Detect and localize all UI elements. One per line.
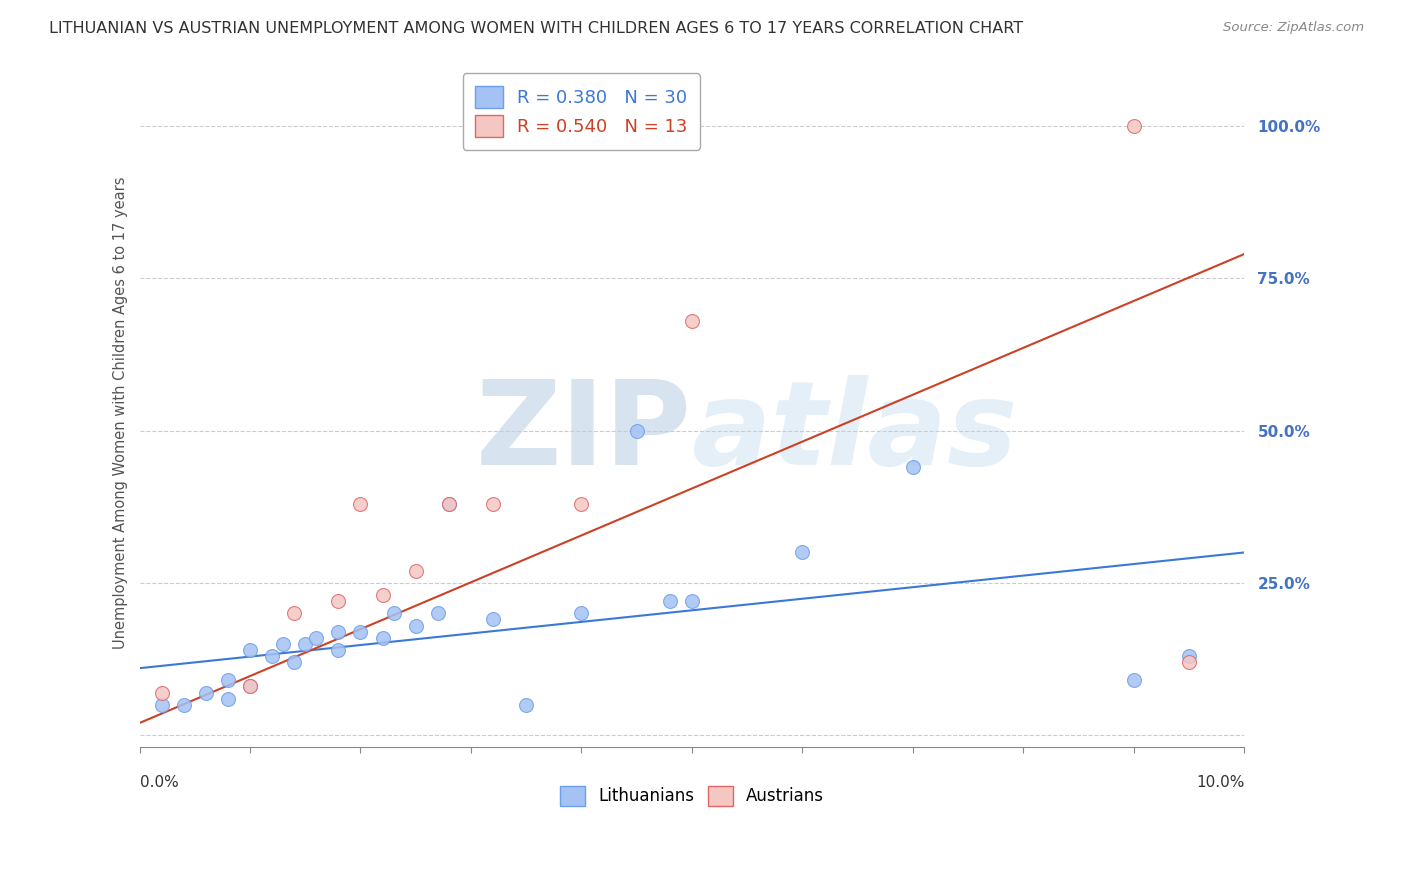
Point — [150, 685, 173, 699]
Point — [194, 685, 217, 699]
Point — [1122, 673, 1144, 688]
Point — [262, 648, 284, 663]
Point — [658, 594, 681, 608]
Point — [328, 594, 350, 608]
Point — [482, 497, 505, 511]
Point — [426, 607, 449, 621]
Point — [482, 612, 505, 626]
Point — [681, 314, 703, 328]
Y-axis label: Unemployment Among Women with Children Ages 6 to 17 years: Unemployment Among Women with Children A… — [114, 176, 128, 648]
Legend: Lithuanians, Austrians: Lithuanians, Austrians — [553, 779, 831, 813]
Point — [1178, 648, 1201, 663]
Point — [217, 691, 239, 706]
Point — [173, 698, 195, 712]
Point — [371, 588, 394, 602]
Point — [1122, 119, 1144, 133]
Point — [271, 637, 294, 651]
Point — [328, 624, 350, 639]
Text: ZIP: ZIP — [475, 375, 692, 490]
Point — [405, 618, 427, 632]
Text: 0.0%: 0.0% — [139, 775, 179, 789]
Point — [349, 497, 371, 511]
Point — [437, 497, 460, 511]
Point — [283, 655, 305, 669]
Point — [283, 607, 305, 621]
Point — [405, 564, 427, 578]
Point — [571, 607, 593, 621]
Point — [681, 594, 703, 608]
Text: 10.0%: 10.0% — [1197, 775, 1244, 789]
Point — [305, 631, 328, 645]
Point — [382, 607, 405, 621]
Text: Source: ZipAtlas.com: Source: ZipAtlas.com — [1223, 21, 1364, 34]
Point — [217, 673, 239, 688]
Point — [349, 624, 371, 639]
Point — [239, 680, 262, 694]
Point — [371, 631, 394, 645]
Point — [515, 698, 537, 712]
Point — [294, 637, 316, 651]
Point — [239, 643, 262, 657]
Point — [1178, 655, 1201, 669]
Text: LITHUANIAN VS AUSTRIAN UNEMPLOYMENT AMONG WOMEN WITH CHILDREN AGES 6 TO 17 YEARS: LITHUANIAN VS AUSTRIAN UNEMPLOYMENT AMON… — [49, 21, 1024, 36]
Point — [437, 497, 460, 511]
Point — [626, 424, 648, 438]
Point — [901, 460, 924, 475]
Point — [239, 680, 262, 694]
Point — [328, 643, 350, 657]
Point — [150, 698, 173, 712]
Point — [571, 497, 593, 511]
Point — [792, 545, 814, 559]
Text: atlas: atlas — [692, 375, 1018, 490]
